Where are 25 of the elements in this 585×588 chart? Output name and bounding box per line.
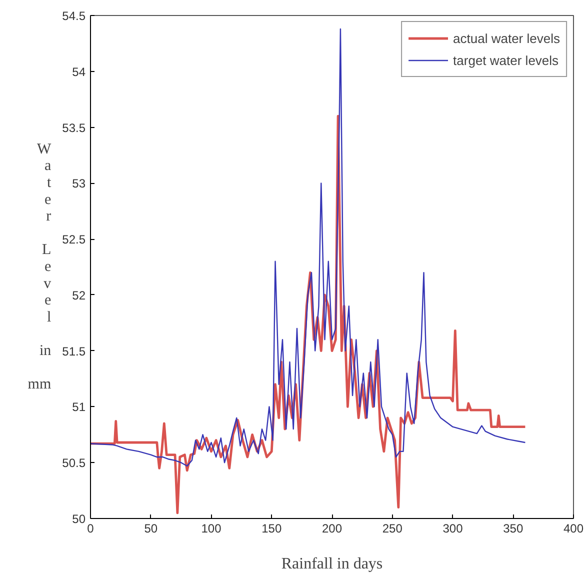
y-tick-label: 52 — [72, 288, 86, 302]
x-tick-label: 350 — [503, 522, 524, 536]
x-tick-label: 200 — [322, 522, 342, 536]
line-series — [90, 28, 526, 467]
legend-label: actual water levels — [453, 30, 560, 46]
y-tick-label: 53 — [72, 176, 86, 191]
y-tick-label: 50.5 — [62, 456, 86, 470]
y-tick-label: 54 — [72, 64, 86, 79]
y-tick-label: 52.5 — [62, 232, 86, 247]
x-tick-label: 250 — [382, 522, 403, 536]
x-tick-label: 0 — [87, 522, 94, 536]
text: Water Level in mm — [28, 141, 52, 393]
x-tick-label: 300 — [442, 522, 464, 536]
legend-label: target water levels — [453, 52, 559, 68]
x-axis-title: Rainfall in days — [281, 556, 383, 572]
x-tick-label: 100 — [201, 522, 222, 536]
x-tick-label: 50 — [144, 522, 158, 536]
x-tick-label: 400 — [563, 522, 584, 536]
y-tick-label: 51 — [72, 400, 86, 414]
y-tick-label: 54.5 — [62, 9, 86, 23]
x-tick-label: 150 — [262, 522, 282, 536]
y-tick-label: 53.5 — [62, 120, 86, 135]
line-series — [90, 114, 526, 514]
y-tick-label: 50 — [72, 512, 86, 526]
y-tick-label: 51.5 — [62, 344, 86, 358]
